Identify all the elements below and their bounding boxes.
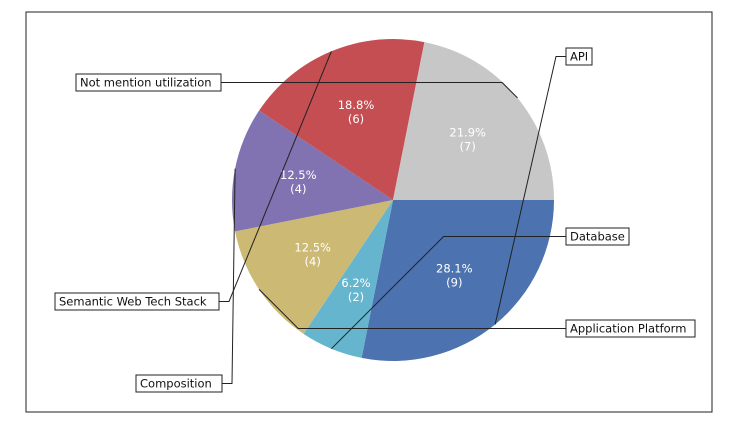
slice-composition — [231, 110, 393, 232]
slice-not-mention-utilization — [393, 42, 554, 201]
percent-labels: 28.1%(9)6.2%(2)12.5%(4)12.5%(4)18.8%(6)2… — [280, 98, 486, 304]
callout-box-composition — [135, 374, 223, 393]
slice-semantic-web-tech-stack — [259, 38, 425, 200]
leader-line-not-mention-utilization — [221, 82, 518, 99]
callout-label-database: Database — [570, 230, 625, 244]
callout-label-not-mention-utilization: Not mention utilization — [80, 76, 212, 90]
leader-line-database — [331, 236, 566, 350]
percent-label-not-mention-utilization: 21.9% — [449, 126, 486, 140]
percent-label-composition: 12.5% — [280, 168, 317, 182]
percent-label-semantic-web-tech-stack: 18.8% — [338, 98, 375, 112]
callout-label-application-platform: Application Platform — [570, 322, 686, 336]
callout-box-database — [565, 227, 630, 246]
count-label-composition: (4) — [290, 182, 306, 196]
percent-label-application-platform: 12.5% — [294, 241, 331, 255]
count-label-semantic-web-tech-stack: (6) — [348, 112, 364, 126]
leader-line-application-platform — [258, 289, 566, 329]
pie-slices — [231, 38, 554, 362]
callout-box-api — [565, 47, 593, 66]
leader-line-semantic-web-tech-stack — [219, 51, 332, 302]
leader-line-composition — [222, 168, 236, 384]
callout-box-application-platform — [565, 319, 696, 338]
leader-line-api — [494, 56, 566, 325]
count-label-not-mention-utilization: (7) — [460, 140, 476, 154]
callout-label-api: API — [570, 50, 588, 64]
count-label-application-platform: (4) — [305, 255, 321, 269]
callout-label-composition: Composition — [140, 377, 212, 391]
slice-api — [361, 200, 554, 362]
slice-callouts: API Database Application Platform Compositi… — [54, 47, 696, 393]
percent-label-database: 6.2% — [341, 276, 370, 290]
slice-database — [303, 200, 393, 358]
callout-label-semantic-web-tech-stack: Semantic Web Tech Stack — [59, 295, 207, 309]
percent-label-api: 28.1% — [436, 262, 473, 276]
callout-box-not-mention-utilization — [75, 73, 222, 92]
callout-box-semantic-web-tech-stack — [54, 292, 220, 311]
count-label-api: (9) — [446, 276, 462, 290]
slice-application-platform — [235, 200, 393, 334]
count-label-database: (2) — [348, 290, 364, 304]
